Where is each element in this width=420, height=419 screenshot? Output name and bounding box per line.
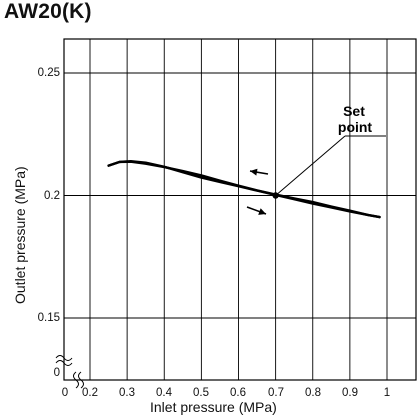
- set-point-label-line2: point: [338, 119, 373, 135]
- x-tick-label: 1: [384, 387, 390, 399]
- series-line-decreasing: [107, 160, 381, 219]
- y-axis-label: Outlet pressure (MPa): [12, 166, 28, 304]
- chart-title: AW20(K): [4, 0, 92, 23]
- x-tick-label: 0.4: [156, 387, 173, 399]
- x-axis-break: [78, 371, 84, 389]
- x-tick-label: 0.5: [193, 387, 209, 399]
- x-tick-label: 0: [62, 387, 68, 399]
- y-tick-label: 0: [54, 367, 60, 379]
- arrow-increasing-head: [258, 208, 266, 215]
- grid: [64, 39, 416, 380]
- series: [107, 160, 381, 219]
- x-tick-label: 0.2: [82, 387, 98, 399]
- y-tick-label: 0.2: [44, 190, 60, 202]
- set-point-leader: [275, 135, 346, 196]
- axes: [55, 38, 417, 389]
- plot-frame: [63, 38, 417, 381]
- y-axis-break: [55, 360, 73, 366]
- x-tick-label: 0.9: [342, 387, 358, 399]
- y-axis-break: [55, 355, 73, 361]
- x-axis-label: Inlet pressure (MPa): [150, 399, 277, 415]
- x-tick-label: 0.3: [119, 387, 135, 399]
- x-tick-label: 0.8: [305, 387, 321, 399]
- arrow-decreasing-head: [250, 168, 258, 176]
- x-axis-break: [73, 371, 79, 389]
- y-tick-label: 0.25: [38, 67, 60, 79]
- tick-labels: 0 0.2 0.3 0.4 0.5 0.6 0.7 0.8 0.9 1 0 0.15 0.2 0.25: [38, 67, 391, 399]
- set-point-label-line1: Set: [343, 103, 365, 119]
- x-tick-label: 0.6: [230, 387, 246, 399]
- x-tick-label: 0.7: [268, 387, 284, 399]
- y-tick-label: 0.15: [38, 312, 60, 324]
